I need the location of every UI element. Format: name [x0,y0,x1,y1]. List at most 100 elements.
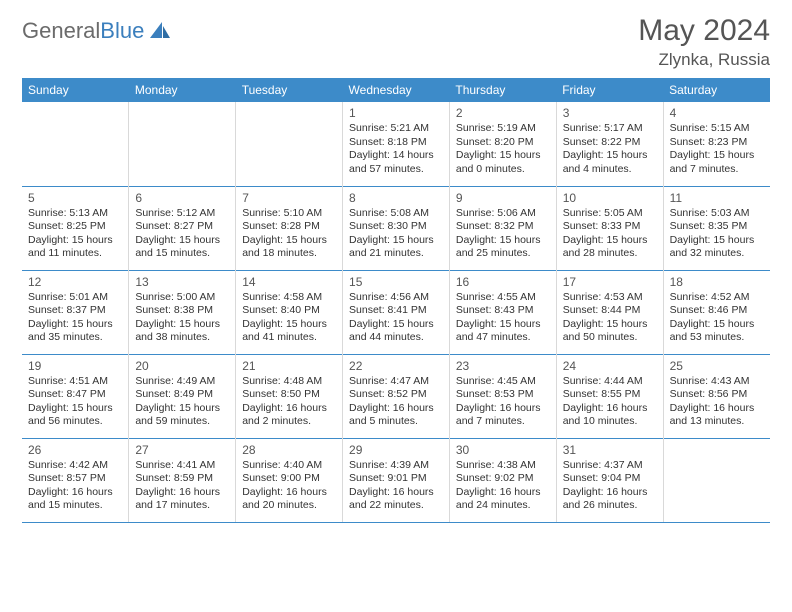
calendar-cell: 10 Sunrise: 5:05 AMSunset: 8:33 PMDayligh… [556,186,663,270]
calendar-cell [129,102,236,186]
calendar-cell: 4 Sunrise: 5:15 AMSunset: 8:23 PMDaylight… [663,102,770,186]
day-number: 31 [563,443,657,457]
day-details: Sunrise: 5:08 AMSunset: 8:30 PMDaylight:… [349,207,443,262]
calendar-cell: 12 Sunrise: 5:01 AMSunset: 8:37 PMDayligh… [22,270,129,354]
day-number: 24 [563,359,657,373]
calendar-cell: 23 Sunrise: 4:45 AMSunset: 8:53 PMDayligh… [449,354,556,438]
day-number: 23 [456,359,550,373]
day-details: Sunrise: 4:49 AMSunset: 8:49 PMDaylight:… [135,375,229,430]
day-details: Sunrise: 5:00 AMSunset: 8:38 PMDaylight:… [135,291,229,346]
day-details: Sunrise: 4:39 AMSunset: 9:01 PMDaylight:… [349,459,443,514]
calendar-week-row: 5 Sunrise: 5:13 AMSunset: 8:25 PMDaylight… [22,186,770,270]
day-number: 25 [670,359,764,373]
calendar-cell: 13 Sunrise: 5:00 AMSunset: 8:38 PMDayligh… [129,270,236,354]
day-details: Sunrise: 5:03 AMSunset: 8:35 PMDaylight:… [670,207,764,262]
day-number: 6 [135,191,229,205]
day-number: 15 [349,275,443,289]
day-number: 2 [456,106,550,120]
day-number: 10 [563,191,657,205]
day-number: 16 [456,275,550,289]
day-details: Sunrise: 5:19 AMSunset: 8:20 PMDaylight:… [456,122,550,177]
day-number: 4 [670,106,764,120]
weekday-header: Tuesday [236,78,343,102]
day-details: Sunrise: 5:05 AMSunset: 8:33 PMDaylight:… [563,207,657,262]
day-details: Sunrise: 4:43 AMSunset: 8:56 PMDaylight:… [670,375,764,430]
calendar-cell [663,438,770,522]
day-details: Sunrise: 4:38 AMSunset: 9:02 PMDaylight:… [456,459,550,514]
day-details: Sunrise: 4:48 AMSunset: 8:50 PMDaylight:… [242,375,336,430]
weekday-header-row: SundayMondayTuesdayWednesdayThursdayFrid… [22,78,770,102]
calendar-cell: 29 Sunrise: 4:39 AMSunset: 9:01 PMDayligh… [343,438,450,522]
day-details: Sunrise: 5:12 AMSunset: 8:27 PMDaylight:… [135,207,229,262]
day-details: Sunrise: 4:51 AMSunset: 8:47 PMDaylight:… [28,375,122,430]
logo-word2: Blue [100,18,144,43]
day-details: Sunrise: 4:41 AMSunset: 8:59 PMDaylight:… [135,459,229,514]
day-number: 7 [242,191,336,205]
day-details: Sunrise: 5:17 AMSunset: 8:22 PMDaylight:… [563,122,657,177]
day-number: 21 [242,359,336,373]
calendar-cell: 26Sunrise: 4:42 AMSunset: 8:57 PMDayligh… [22,438,129,522]
day-number: 11 [670,191,764,205]
day-number: 29 [349,443,443,457]
day-number: 5 [28,191,122,205]
calendar-cell: 30Sunrise: 4:38 AMSunset: 9:02 PMDayligh… [449,438,556,522]
calendar-week-row: 26Sunrise: 4:42 AMSunset: 8:57 PMDayligh… [22,438,770,522]
weekday-header: Saturday [663,78,770,102]
calendar-cell: 19 Sunrise: 4:51 AMSunset: 8:47 PMDayligh… [22,354,129,438]
day-details: Sunrise: 5:10 AMSunset: 8:28 PMDaylight:… [242,207,336,262]
day-number: 22 [349,359,443,373]
calendar-week-row: 12 Sunrise: 5:01 AMSunset: 8:37 PMDayligh… [22,270,770,354]
day-number: 13 [135,275,229,289]
page-title: May 2024 [638,14,770,48]
day-details: Sunrise: 5:21 AMSunset: 8:18 PMDaylight:… [349,122,443,177]
day-details: Sunrise: 4:47 AMSunset: 8:52 PMDaylight:… [349,375,443,430]
weekday-header: Sunday [22,78,129,102]
logo-text: GeneralBlue [22,18,144,44]
day-details: Sunrise: 5:06 AMSunset: 8:32 PMDaylight:… [456,207,550,262]
weekday-header: Thursday [449,78,556,102]
day-number: 8 [349,191,443,205]
calendar-cell: 25 Sunrise: 4:43 AMSunset: 8:56 PMDayligh… [663,354,770,438]
day-number: 19 [28,359,122,373]
calendar-cell: 7 Sunrise: 5:10 AMSunset: 8:28 PMDaylight… [236,186,343,270]
day-details: Sunrise: 4:58 AMSunset: 8:40 PMDaylight:… [242,291,336,346]
calendar-cell: 11 Sunrise: 5:03 AMSunset: 8:35 PMDayligh… [663,186,770,270]
calendar-cell: 3Sunrise: 5:17 AMSunset: 8:22 PMDaylight… [556,102,663,186]
day-details: Sunrise: 5:01 AMSunset: 8:37 PMDaylight:… [28,291,122,346]
calendar-week-row: 1 Sunrise: 5:21 AMSunset: 8:18 PMDaylight… [22,102,770,186]
calendar-cell: 24 Sunrise: 4:44 AMSunset: 8:55 PMDayligh… [556,354,663,438]
calendar-cell: 17Sunrise: 4:53 AMSunset: 8:44 PMDayligh… [556,270,663,354]
sail-icon [148,20,172,43]
calendar-cell: 28Sunrise: 4:40 AMSunset: 9:00 PMDayligh… [236,438,343,522]
day-number: 18 [670,275,764,289]
calendar-cell: 14 Sunrise: 4:58 AMSunset: 8:40 PMDayligh… [236,270,343,354]
calendar-body: 1 Sunrise: 5:21 AMSunset: 8:18 PMDaylight… [22,102,770,522]
calendar-cell: 5 Sunrise: 5:13 AMSunset: 8:25 PMDaylight… [22,186,129,270]
day-number: 26 [28,443,122,457]
day-details: Sunrise: 4:56 AMSunset: 8:41 PMDaylight:… [349,291,443,346]
day-details: Sunrise: 4:45 AMSunset: 8:53 PMDaylight:… [456,375,550,430]
calendar-cell: 15 Sunrise: 4:56 AMSunset: 8:41 PMDayligh… [343,270,450,354]
day-number: 28 [242,443,336,457]
calendar-week-row: 19 Sunrise: 4:51 AMSunset: 8:47 PMDayligh… [22,354,770,438]
calendar-cell: 6 Sunrise: 5:12 AMSunset: 8:27 PMDaylight… [129,186,236,270]
day-details: Sunrise: 5:15 AMSunset: 8:23 PMDaylight:… [670,122,764,177]
day-details: Sunrise: 4:37 AMSunset: 9:04 PMDaylight:… [563,459,657,514]
weekday-header: Friday [556,78,663,102]
logo: GeneralBlue [22,18,172,44]
calendar-cell: 16Sunrise: 4:55 AMSunset: 8:43 PMDayligh… [449,270,556,354]
logo-word1: General [22,18,100,43]
page-header: GeneralBlue May 2024 Zlynka, Russia [22,14,770,70]
weekday-header: Monday [129,78,236,102]
calendar-cell: 1 Sunrise: 5:21 AMSunset: 8:18 PMDaylight… [343,102,450,186]
day-details: Sunrise: 4:44 AMSunset: 8:55 PMDaylight:… [563,375,657,430]
calendar-cell [236,102,343,186]
day-number: 27 [135,443,229,457]
day-details: Sunrise: 5:13 AMSunset: 8:25 PMDaylight:… [28,207,122,262]
day-number: 12 [28,275,122,289]
calendar-table: SundayMondayTuesdayWednesdayThursdayFrid… [22,78,770,523]
calendar-cell: 22 Sunrise: 4:47 AMSunset: 8:52 PMDayligh… [343,354,450,438]
calendar-cell: 18Sunrise: 4:52 AMSunset: 8:46 PMDayligh… [663,270,770,354]
day-number: 14 [242,275,336,289]
day-number: 1 [349,106,443,120]
